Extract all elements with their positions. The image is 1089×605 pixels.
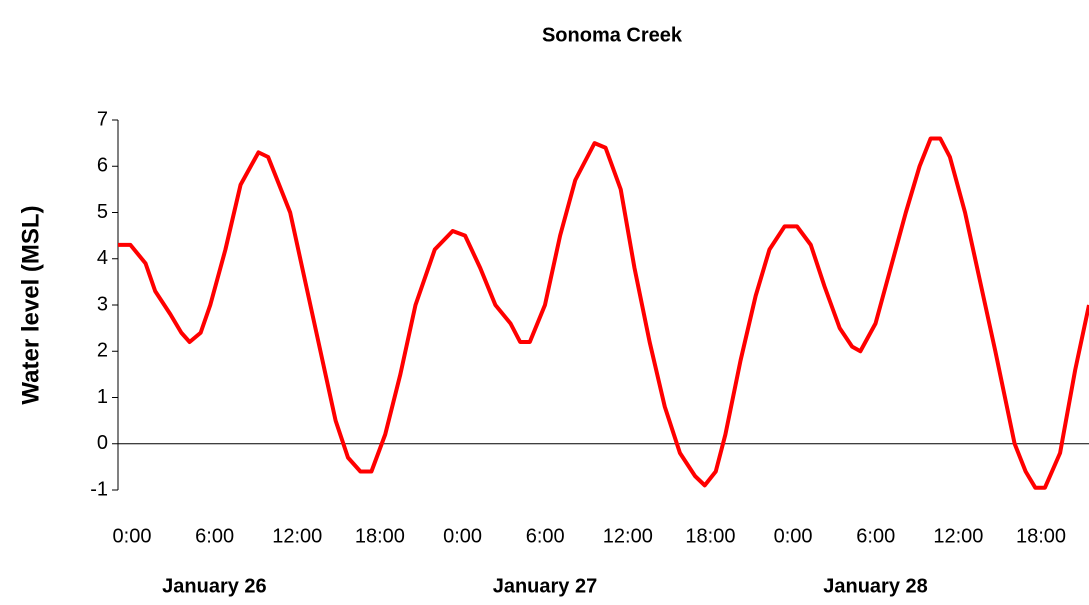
x-tick-label: 0:00 <box>113 525 152 547</box>
y-tick-label: 7 <box>97 108 108 130</box>
y-tick-label: 1 <box>97 386 108 408</box>
x-tick-label: 12:00 <box>933 525 983 547</box>
x-tick-label: 18:00 <box>1016 525 1066 547</box>
day-label: January 27 <box>493 575 598 597</box>
y-tick-label: -1 <box>90 478 108 500</box>
x-tick-label: 6:00 <box>195 525 234 547</box>
y-tick-label: 4 <box>97 247 108 269</box>
y-tick-label: 0 <box>97 432 108 454</box>
x-tick-label: 6:00 <box>526 525 565 547</box>
x-tick-label: 0:00 <box>443 525 482 547</box>
x-tick-label: 18:00 <box>685 525 735 547</box>
x-tick-label: 6:00 <box>856 525 895 547</box>
chart-title: Sonoma Creek <box>542 24 683 46</box>
day-label: January 26 <box>162 575 267 597</box>
y-tick-label: 5 <box>97 201 108 223</box>
y-tick-label: 3 <box>97 293 108 315</box>
y-axis-label: Water level (MSL) <box>17 205 44 404</box>
day-label: January 28 <box>823 575 928 597</box>
x-tick-label: 12:00 <box>603 525 653 547</box>
x-tick-label: 12:00 <box>272 525 322 547</box>
water-level-line <box>118 136 1089 490</box>
x-tick-label: 18:00 <box>355 525 405 547</box>
y-tick-label: 2 <box>97 340 108 362</box>
x-tick-label: 0:00 <box>774 525 813 547</box>
y-tick-label: 6 <box>97 155 108 177</box>
